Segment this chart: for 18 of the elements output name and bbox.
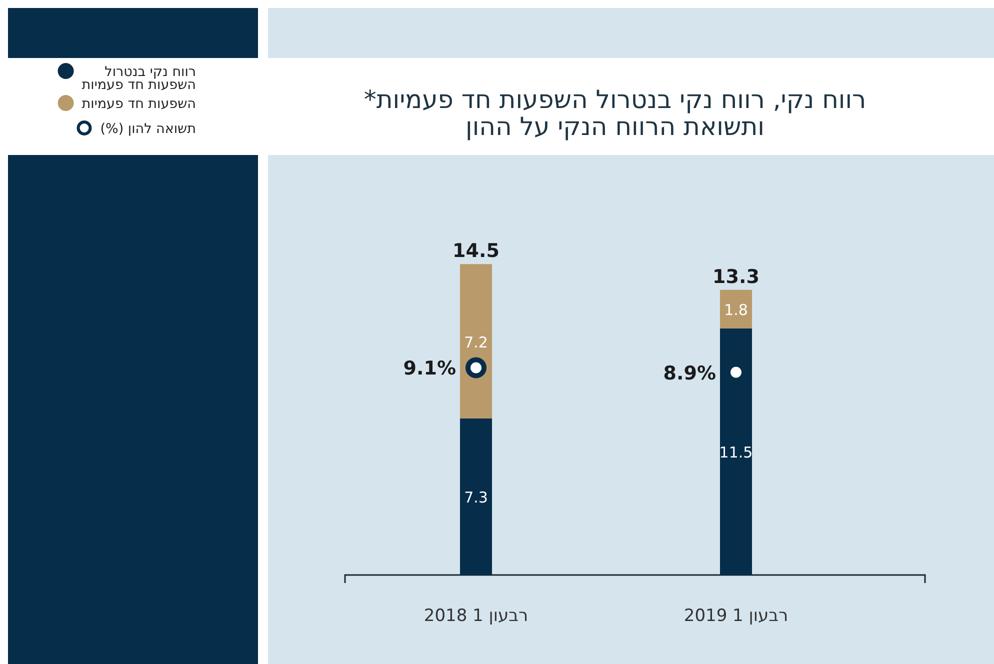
bar	[460, 264, 492, 418]
legend-label: תשואה להון (%)	[100, 121, 196, 137]
data-label: 9.1%	[403, 358, 456, 380]
data-label: 11.5	[719, 444, 753, 462]
data-label: 7.3	[464, 488, 488, 507]
legend-label: רווח נקי בנטרול השפעות חד פעמיות	[82, 64, 196, 93]
chart-title: רווח נקי, רווח נקי בנטרול השפעות חד פעמיות* ותשואת הרווח הנקי על ההון	[362, 85, 868, 141]
data-label: 1.8	[724, 301, 748, 320]
bar	[720, 290, 752, 328]
legend-label: השפעות חד פעמיות	[82, 96, 196, 112]
total-label: 13.3	[712, 266, 760, 288]
bar	[460, 418, 492, 575]
x-tick-label: רבעון 1 2018	[424, 606, 528, 626]
x-tick-label: רבעון 1 2019	[684, 606, 788, 626]
data-label: 7.2	[464, 333, 488, 352]
bar	[720, 328, 752, 575]
data-label: 8.9%	[663, 362, 716, 384]
total-label: 14.5	[452, 240, 500, 262]
